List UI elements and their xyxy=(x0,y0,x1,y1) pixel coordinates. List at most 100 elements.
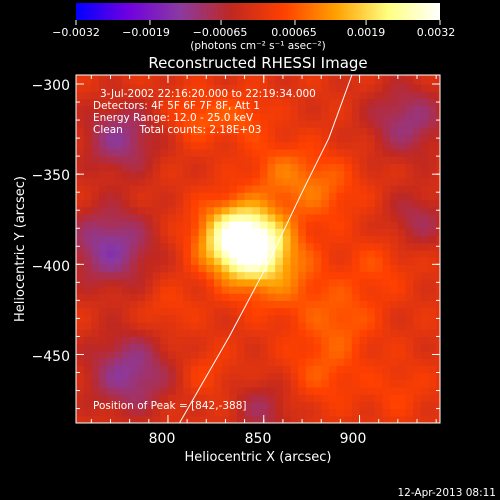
heatmap-cell xyxy=(198,401,207,410)
heatmap-cell xyxy=(413,358,422,366)
heatmap-cell xyxy=(206,343,215,352)
heatmap-cell xyxy=(83,249,92,258)
heatmap-cell xyxy=(160,163,169,172)
heatmap-cell xyxy=(259,156,269,164)
heatmap-cell xyxy=(420,75,430,78)
heatmap-cell xyxy=(397,372,407,381)
heatmap-cell xyxy=(129,350,138,359)
heatmap-cell xyxy=(405,322,414,330)
heatmap-cell xyxy=(137,91,146,100)
heatmap-cell xyxy=(198,264,207,273)
heatmap-cell xyxy=(336,177,345,186)
heatmap-cell xyxy=(275,249,284,258)
heatmap-cell xyxy=(167,336,177,345)
heatmap-cell xyxy=(160,120,169,128)
heatmap-cell xyxy=(374,343,384,352)
heatmap-cell xyxy=(198,242,207,251)
heatmap-cell xyxy=(114,307,123,316)
heatmap-cell xyxy=(114,293,123,301)
heatmap-cell xyxy=(144,235,154,244)
heatmap-cell xyxy=(106,329,115,338)
heatmap-cell xyxy=(98,163,108,172)
heatmap-cell xyxy=(436,249,440,258)
heatmap-cell xyxy=(91,228,100,237)
heatmap-cell xyxy=(359,365,368,374)
heatmap-cell xyxy=(397,206,407,215)
heatmap-cell xyxy=(351,84,361,92)
heatmap-cell xyxy=(282,350,292,359)
heatmap-cell xyxy=(420,98,430,107)
heatmap-cell xyxy=(160,141,169,150)
heatmap-cell xyxy=(336,134,345,143)
heatmap-cell xyxy=(183,76,192,85)
heatmap-cell xyxy=(137,372,146,381)
heatmap-cell xyxy=(129,184,138,193)
heatmap-cell xyxy=(167,91,177,100)
heatmap-cell xyxy=(121,156,131,164)
y-axis-label: Heliocentric Y (arcsec) xyxy=(13,176,28,322)
heatmap-cell xyxy=(175,386,184,395)
heatmap-cell xyxy=(267,170,276,179)
heatmap-cell xyxy=(420,379,430,388)
heatmap-cell xyxy=(183,105,192,114)
heatmap-cell xyxy=(229,307,238,316)
heatmap-cell xyxy=(236,336,246,345)
x-tick-label: 800 xyxy=(149,431,176,447)
heatmap-cell xyxy=(313,177,322,186)
heatmap-cell xyxy=(183,264,192,273)
heatmap-cell xyxy=(175,206,184,215)
heatmap-cell xyxy=(98,322,108,330)
heatmap-cell xyxy=(129,257,138,265)
heatmap-cell xyxy=(275,98,284,107)
heatmap-cell xyxy=(175,329,184,338)
heatmap-cell xyxy=(91,278,100,287)
heatmap-cell xyxy=(137,415,146,423)
heatmap-cell xyxy=(244,264,253,273)
heatmap-cell xyxy=(190,120,200,128)
heatmap-cell xyxy=(221,76,230,85)
heatmap-cell xyxy=(221,249,230,258)
colorbar-tick-label: 0.00065 xyxy=(271,26,317,39)
heatmap-cell xyxy=(198,76,207,85)
heatmap-cell xyxy=(236,192,246,201)
heatmap-cell xyxy=(328,213,338,222)
heatmap-cell xyxy=(374,372,384,381)
heatmap-cell xyxy=(367,249,376,258)
heatmap-cell xyxy=(252,314,261,323)
heatmap-cell xyxy=(76,98,85,107)
heatmap-cell xyxy=(76,293,85,301)
heatmap-cell xyxy=(336,394,345,402)
heatmap-cell xyxy=(106,336,115,345)
heatmap-cell xyxy=(282,336,292,345)
heatmap-cell xyxy=(374,120,384,128)
heatmap-cell xyxy=(129,401,138,410)
heatmap-cell xyxy=(313,98,322,107)
heatmap-cell xyxy=(328,112,338,121)
heatmap-cell xyxy=(420,120,430,128)
heatmap-cell xyxy=(160,343,169,352)
heatmap-cell xyxy=(336,350,345,359)
heatmap-cell xyxy=(137,75,146,78)
heatmap-cell xyxy=(420,221,430,229)
heatmap-cell xyxy=(190,192,200,201)
heatmap-cell xyxy=(313,148,322,157)
heatmap-cell xyxy=(190,300,200,309)
heatmap-cell xyxy=(336,112,345,121)
axis-ticks xyxy=(76,75,440,423)
heatmap-cell xyxy=(282,184,292,193)
heatmap-cell xyxy=(305,257,315,265)
heatmap-cell xyxy=(144,192,154,201)
heatmap-cell xyxy=(183,221,192,229)
heatmap-cell xyxy=(121,336,131,345)
heatmap-cell xyxy=(436,221,440,229)
heatmap-cell xyxy=(305,314,315,323)
heatmap-cell xyxy=(290,105,299,114)
heatmap-cell xyxy=(405,307,414,316)
heatmap-cell xyxy=(390,148,399,157)
y-tick-label: −300 xyxy=(32,78,70,94)
heatmap-cell xyxy=(374,221,384,229)
heatmap-cell xyxy=(175,141,184,150)
heatmap-cell xyxy=(152,401,161,410)
heatmap-cell xyxy=(275,350,284,359)
heatmap-cell xyxy=(83,127,92,136)
